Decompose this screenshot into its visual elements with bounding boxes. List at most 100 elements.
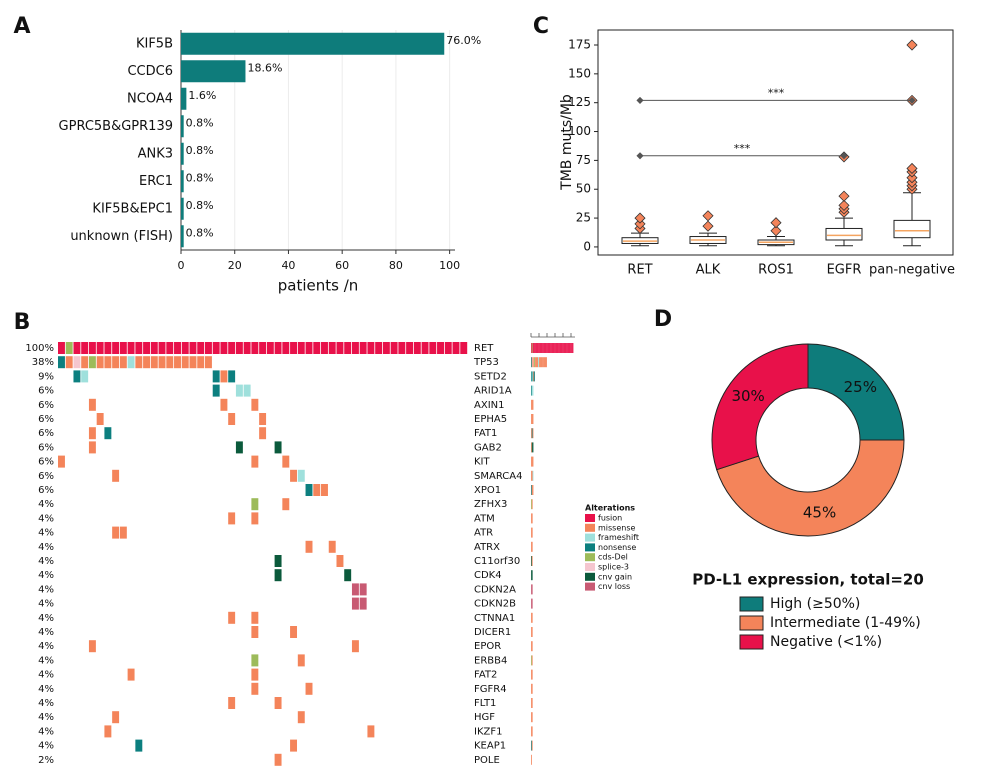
alteration-cell bbox=[220, 398, 228, 411]
value-label: 0.8% bbox=[186, 199, 214, 212]
alteration-cell bbox=[189, 356, 197, 369]
alteration-cell bbox=[344, 342, 352, 354]
plot-frame bbox=[597, 29, 954, 256]
frequency-label: 4% bbox=[38, 556, 54, 567]
value-label: 0.8% bbox=[186, 226, 214, 239]
count-segment bbox=[543, 357, 545, 368]
count-segment bbox=[531, 570, 532, 581]
alteration-cell bbox=[127, 356, 135, 369]
gene-label: AXIN1 bbox=[474, 400, 504, 411]
frequency-label: 6% bbox=[38, 485, 54, 496]
y-tick-label: 75 bbox=[576, 153, 591, 167]
count-segment bbox=[553, 343, 555, 353]
count-segment bbox=[545, 343, 547, 353]
alteration-cell bbox=[112, 356, 120, 369]
count-segment bbox=[531, 556, 533, 566]
frequency-label: 6% bbox=[38, 414, 54, 425]
count-segment bbox=[559, 343, 560, 353]
alteration-cell bbox=[112, 469, 120, 482]
count-segment bbox=[535, 357, 536, 368]
frequency-label: 4% bbox=[38, 726, 54, 737]
alteration-cell bbox=[282, 498, 290, 511]
frequency-label: 9% bbox=[38, 371, 54, 382]
count-segment bbox=[531, 428, 532, 439]
alteration-cell bbox=[251, 668, 259, 681]
alteration-cell bbox=[251, 626, 259, 638]
count-segment bbox=[539, 357, 541, 368]
count-segment bbox=[532, 357, 534, 368]
count-segment bbox=[555, 343, 556, 353]
count-segment bbox=[552, 343, 554, 353]
count-segment bbox=[533, 343, 535, 353]
alteration-cell bbox=[174, 342, 181, 354]
alteration-cell bbox=[297, 711, 305, 724]
legend-label: fusion bbox=[598, 514, 622, 523]
alteration-cell bbox=[73, 356, 81, 369]
alteration-cell bbox=[251, 654, 259, 667]
alteration-cell bbox=[243, 384, 251, 397]
count-segment bbox=[531, 371, 532, 382]
count-segment bbox=[531, 712, 533, 723]
gene-label: FAT2 bbox=[474, 670, 497, 681]
count-segment bbox=[531, 698, 532, 708]
x-tick-label: 0 bbox=[178, 259, 185, 272]
alteration-cell bbox=[228, 370, 236, 383]
count-segment bbox=[562, 343, 563, 353]
alteration-cell bbox=[398, 342, 406, 354]
outlier bbox=[634, 218, 646, 230]
alteration-cell bbox=[104, 725, 112, 738]
alteration-cell bbox=[297, 469, 305, 482]
count-segment bbox=[535, 357, 537, 368]
count-segment bbox=[531, 499, 533, 510]
alteration-cell bbox=[243, 342, 251, 354]
count-segment bbox=[532, 442, 534, 453]
count-segment bbox=[531, 541, 533, 552]
count-segment bbox=[531, 485, 533, 495]
alteration-cell bbox=[127, 668, 135, 681]
count-segment bbox=[541, 343, 543, 353]
count-segment bbox=[531, 541, 532, 552]
count-segment bbox=[533, 357, 535, 368]
alteration-cell bbox=[251, 498, 259, 511]
alteration-cell bbox=[65, 356, 73, 369]
legend-swatch bbox=[585, 582, 595, 591]
outlier bbox=[770, 217, 782, 229]
count-segment bbox=[570, 343, 571, 353]
value-label: 18.6% bbox=[247, 61, 282, 74]
alteration-cell bbox=[104, 342, 112, 354]
frequency-label: 2% bbox=[38, 755, 54, 766]
alteration-cell bbox=[297, 654, 305, 667]
count-segment bbox=[531, 399, 533, 410]
count-segment bbox=[556, 343, 558, 353]
alteration-cell bbox=[119, 526, 127, 539]
gene-label: SETD2 bbox=[474, 371, 507, 382]
alteration-cell bbox=[204, 356, 212, 369]
alteration-cell bbox=[444, 342, 452, 354]
count-segment bbox=[532, 371, 534, 382]
alteration-cell bbox=[251, 682, 259, 695]
alteration-cell bbox=[228, 342, 236, 354]
count-segment bbox=[571, 343, 572, 353]
alteration-cell bbox=[251, 611, 259, 624]
alteration-cell bbox=[181, 356, 189, 369]
bar bbox=[181, 115, 184, 138]
outlier bbox=[702, 220, 714, 232]
alteration-cell bbox=[212, 370, 220, 383]
gene-label: HGF bbox=[474, 712, 495, 723]
count-segment bbox=[531, 754, 532, 765]
count-segment bbox=[531, 641, 532, 652]
count-segment bbox=[531, 655, 532, 666]
outlier bbox=[838, 190, 850, 202]
count-segment bbox=[563, 343, 564, 353]
alteration-cell bbox=[367, 725, 375, 738]
alteration-cell bbox=[328, 540, 336, 553]
frequency-label: 4% bbox=[38, 627, 54, 638]
legend-label: cnv loss bbox=[598, 582, 630, 591]
y-axis-label: TMB muts/Mb bbox=[559, 94, 575, 191]
count-segment bbox=[549, 343, 551, 353]
count-segment bbox=[540, 357, 542, 368]
gene-label: POLE bbox=[474, 755, 500, 766]
count-segment bbox=[531, 470, 532, 481]
count-segment bbox=[551, 343, 553, 353]
